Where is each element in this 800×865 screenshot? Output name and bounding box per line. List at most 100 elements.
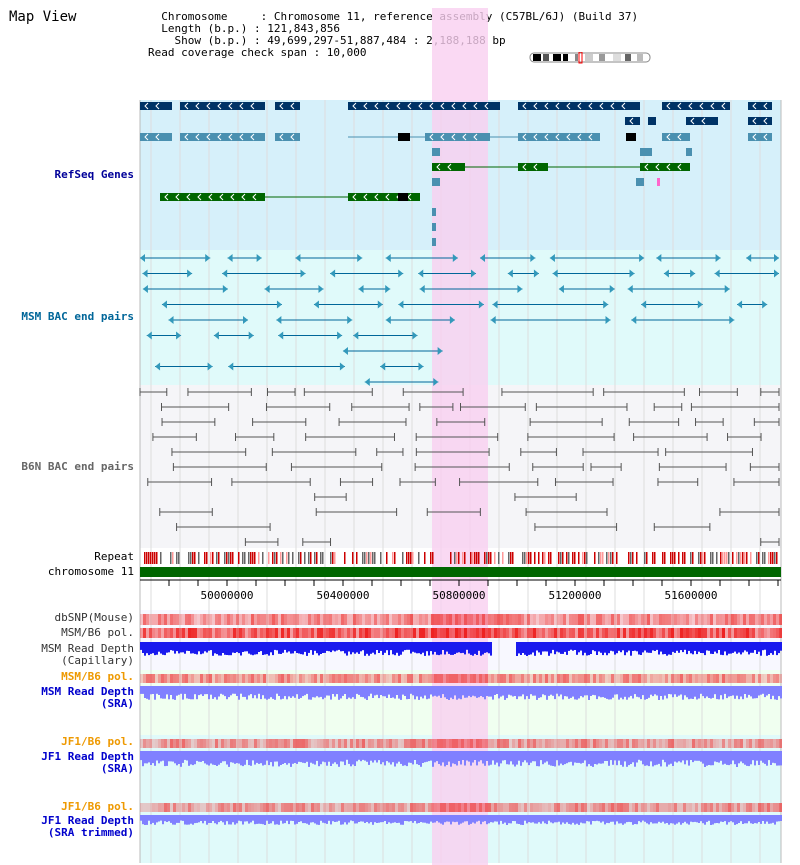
jf1-b6-pol-trim-cell <box>710 803 713 812</box>
msm-b6-pol-cell <box>752 628 755 638</box>
dbsnp-cell <box>245 614 248 625</box>
jf1-b6-pol-cell <box>500 739 503 748</box>
label-msm-bac-end-pairs[interactable]: MSM BAC end pairs <box>21 310 134 323</box>
repeat-element <box>678 552 680 564</box>
jf1-b6-pol-cell <box>779 739 782 748</box>
msm-depth-cap-bar <box>658 642 660 655</box>
msm-b6-pol-cell <box>395 628 398 638</box>
msm-depth-sra-bar <box>618 686 620 700</box>
jf1-depth-trim-bar <box>380 815 382 823</box>
jf1-depth-trim-bar <box>508 815 510 824</box>
repeat-element <box>456 552 458 564</box>
jf1-b6-pol-cell <box>680 739 683 748</box>
repeat-element <box>198 552 200 564</box>
msm-b6-pol-sra-cell <box>203 674 206 683</box>
jf1-depth-trim-bar <box>418 815 420 823</box>
msm-b6-pol-cell <box>419 628 422 638</box>
jf1-b6-pol-cell <box>668 739 671 748</box>
jf1-depth-sra-bar <box>322 751 324 762</box>
jf1-b6-pol-cell <box>518 739 521 748</box>
jf1-b6-pol-cell <box>653 739 656 748</box>
msm-b6-pol-sra-cell <box>374 674 377 683</box>
jf1-depth-sra-bar <box>492 751 494 761</box>
jf1-depth-sra-bar <box>450 751 452 767</box>
dbsnp-cell <box>413 614 416 625</box>
label-jf1-b6-pol: JF1/B6 pol. <box>61 735 134 748</box>
dbsnp-cell <box>464 614 467 625</box>
jf1-depth-sra-bar <box>624 751 626 762</box>
msm-b6-pol-sra-cell <box>209 674 212 683</box>
msm-b6-pol-sra-cell <box>353 674 356 683</box>
jf1-depth-sra-bar <box>696 751 698 761</box>
jf1-depth-sra-bar <box>268 751 270 766</box>
jf1-depth-trim-bar <box>280 815 282 821</box>
jf1-depth-sra-bar <box>630 751 632 764</box>
msm-b6-pol-sra-cell <box>344 674 347 683</box>
msm-depth-cap-bar <box>292 642 294 654</box>
msm-depth-cap-bar <box>490 642 492 656</box>
msm-depth-cap-bar <box>520 642 522 655</box>
msm-b6-pol-sra-cell <box>389 674 392 683</box>
jf1-depth-trim-bar <box>352 815 354 822</box>
repeat-element <box>218 552 220 564</box>
msm-depth-sra-bar <box>324 686 326 698</box>
msm-depth-cap-bar <box>778 642 780 654</box>
msm-bac-end <box>690 269 696 278</box>
jf1-b6-pol-cell <box>473 739 476 748</box>
msm-depth-cap-bar <box>394 642 396 656</box>
jf1-depth-trim-bar <box>488 815 490 824</box>
msm-b6-pol-sra-cell <box>239 674 242 683</box>
jf1-depth-trim-bar <box>756 815 758 824</box>
jf1-depth-trim-bar <box>412 815 414 823</box>
dbsnp-cell <box>734 614 737 625</box>
chromosome-ideogram[interactable] <box>529 52 653 64</box>
label-refseq-genes[interactable]: RefSeq Genes <box>54 168 134 181</box>
msm-b6-pol-cell <box>185 628 188 638</box>
repeat-element <box>288 552 290 564</box>
msm-depth-cap-bar <box>294 642 296 652</box>
msm-depth-sra-bar <box>460 686 462 700</box>
jf1-b6-pol-trim-cell <box>701 803 704 812</box>
dbsnp-cell <box>476 614 479 625</box>
jf1-depth-trim-bar <box>368 815 370 824</box>
msm-b6-pol-sra-cell <box>707 674 710 683</box>
jf1-b6-pol-trim-cell <box>551 803 554 812</box>
gene-strand-arrow <box>144 133 149 141</box>
repeat-element <box>226 552 228 564</box>
jf1-depth-sra-bar <box>678 751 680 762</box>
jf1-b6-pol-trim-cell <box>269 803 272 812</box>
jf1-b6-pol-trim-cell <box>473 803 476 812</box>
gene-strand-arrow <box>250 102 255 110</box>
dbsnp-cell <box>761 614 764 625</box>
jf1-depth-sra-bar <box>240 751 242 766</box>
msm-b6-pol-cell <box>467 628 470 638</box>
jf1-depth-trim-bar <box>236 815 238 824</box>
jf1-depth-sra-bar <box>144 751 146 764</box>
jf1-b6-pol-trim-cell <box>368 803 371 812</box>
msm-depth-sra-bar <box>268 686 270 699</box>
jf1-depth-trim-bar <box>752 815 754 824</box>
msm-b6-pol-sra-cell <box>164 674 167 683</box>
msm-depth-sra-bar <box>682 686 684 700</box>
jf1-depth-trim-bar <box>462 815 464 823</box>
jf1-b6-pol-cell <box>203 739 206 748</box>
msm-depth-cap-bar <box>566 642 568 655</box>
jf1-depth-trim-bar <box>456 815 458 822</box>
msm-depth-cap-bar <box>198 642 200 652</box>
msm-depth-cap-bar <box>242 642 244 652</box>
jf1-depth-sra-bar <box>230 751 232 763</box>
gene-strand-arrow <box>279 102 284 110</box>
jf1-depth-trim-bar <box>254 815 256 825</box>
msm-depth-sra-bar <box>720 686 722 696</box>
ruler-label: 51200000 <box>549 589 602 602</box>
msm-depth-sra-bar <box>370 686 372 694</box>
label-b6n-bac-end-pairs[interactable]: B6N BAC end pairs <box>21 460 134 473</box>
msm-depth-cap-bar <box>172 642 174 651</box>
msm-bac-end <box>479 254 485 262</box>
msm-depth-cap-bar <box>578 642 580 653</box>
msm-bac-end <box>774 269 779 278</box>
msm-depth-sra-bar <box>700 686 702 694</box>
jf1-b6-pol-cell <box>389 739 392 748</box>
msm-depth-sra-bar <box>716 686 718 700</box>
